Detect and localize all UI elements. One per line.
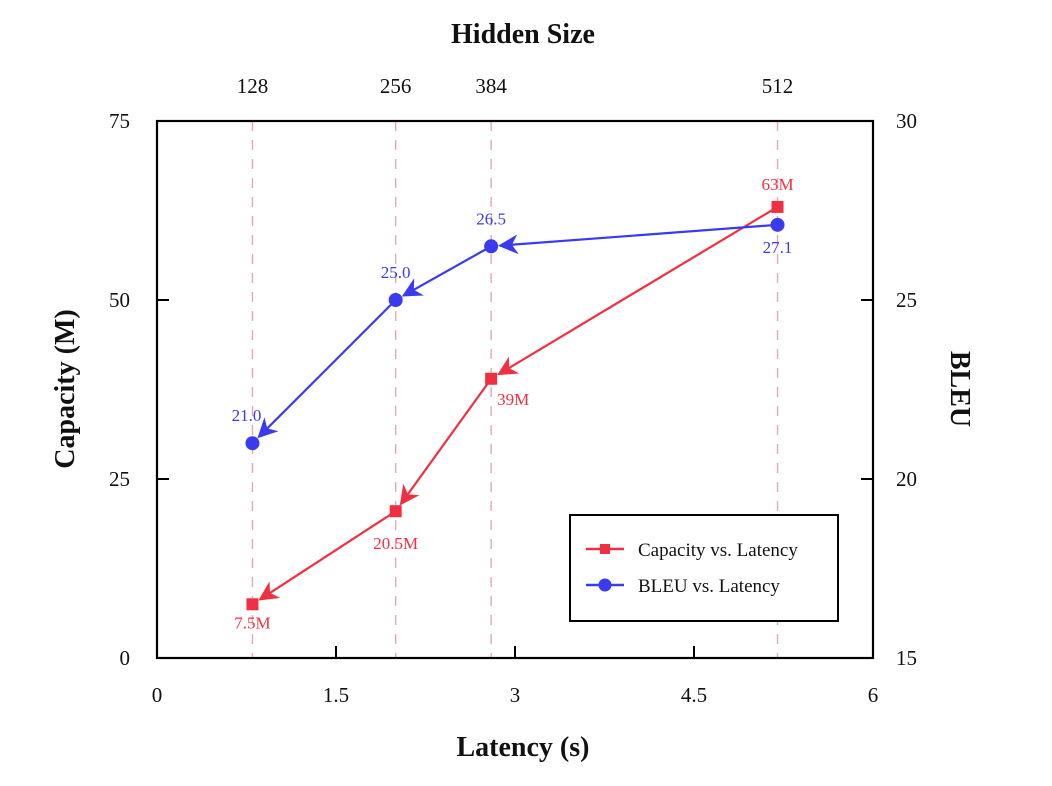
x-tick-label-3: 3 [510, 683, 521, 707]
x-axis-title: Latency (s) [457, 732, 590, 763]
bleu-marker-1 [388, 293, 403, 307]
capacity-marker-2 [485, 372, 498, 385]
capacity-data-label-1: 20.5M [373, 534, 418, 553]
capacity-marker-1 [389, 505, 402, 518]
capacity-data-label-2: 39M [497, 390, 529, 409]
bleu-data-label-3: 27.1 [763, 238, 793, 257]
y-right-tick-label-25: 25 [896, 288, 917, 312]
bleu-data-label-0: 21.0 [232, 406, 262, 425]
y-left-tick-label-50: 50 [109, 288, 130, 312]
y-right-tick-label-15: 15 [896, 646, 917, 670]
bleu-marker-2 [484, 239, 499, 254]
y-right-tick-label-30: 30 [896, 109, 917, 133]
y-left-axis-title: Capacity (M) [50, 309, 81, 468]
grid-lines [251, 121, 779, 658]
bleu-marker-3 [770, 217, 785, 232]
x-tick-label-6: 6 [868, 683, 879, 707]
legend: Capacity vs. Latency BLEU vs. Latency [569, 514, 839, 622]
bleu-segment-3 [498, 224, 772, 255]
x-tick-label-1.5: 1.5 [323, 683, 349, 707]
legend-marker-capacity [600, 544, 610, 554]
legend-label-bleu: BLEU vs. Latency [638, 576, 780, 597]
top-tick-label-128: 128 [237, 74, 269, 98]
legend-box [569, 514, 839, 622]
bleu-segment-1 [257, 303, 393, 439]
bleu-data-label-1: 25.0 [381, 263, 411, 282]
capacity-segment-3 [497, 209, 773, 376]
capacity-segment-1 [258, 513, 392, 601]
axis-layer: 128 256 384 512 0 1.5 3 4.5 6 0 25 50 75 15 20 25 30 [109, 74, 917, 707]
top-tick-label-384: 384 [475, 74, 507, 98]
y-right-axis-title: BLEU [944, 351, 975, 427]
capacity-segment-2 [399, 382, 489, 506]
y-right-tick-label-20: 20 [896, 467, 917, 491]
x-tick-label-0: 0 [152, 683, 163, 707]
top-tick-label-256: 256 [380, 74, 412, 98]
bleu-marker-0 [245, 436, 260, 451]
top-tick-label-512: 512 [762, 74, 794, 98]
legend-marker-bleu [598, 578, 612, 592]
y-left-tick-label-25: 25 [109, 467, 130, 491]
capacity-data-label-0: 7.5M [234, 613, 270, 632]
capacity-data-label-3: 63M [761, 175, 793, 194]
bleu-data-label-2: 26.5 [476, 209, 506, 228]
y-left-tick-label-75: 75 [109, 109, 130, 133]
chart-title: Hidden Size [451, 19, 595, 50]
y-left-tick-label-0: 0 [120, 646, 131, 670]
series-layer: 7.5M 20.5M 39M 63M 21.0 25.0 26.5 27.1 [232, 175, 794, 632]
capacity-marker-3 [771, 200, 784, 213]
legend-label-capacity: Capacity vs. Latency [638, 540, 798, 561]
bleu-segment-2 [401, 248, 487, 297]
x-tick-label-4.5: 4.5 [681, 683, 707, 707]
capacity-marker-0 [246, 598, 259, 611]
